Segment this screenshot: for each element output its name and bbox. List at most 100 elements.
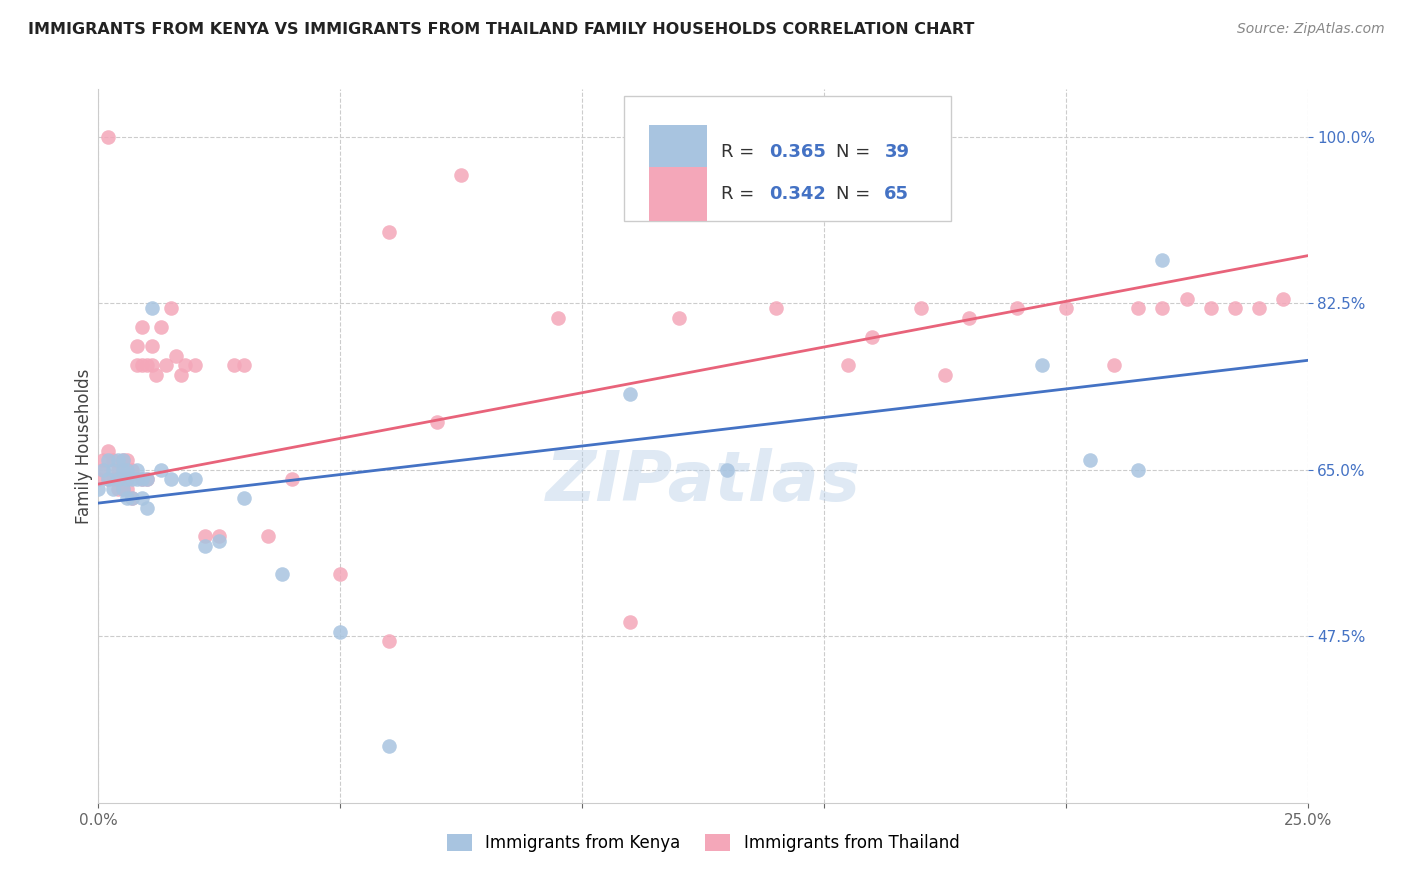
Point (184, 472, 207, 486)
Point (174, 358, 197, 372)
Point (91, 463, 114, 477)
Point (1249, 301, 1271, 315)
Point (111, 453, 134, 467)
Point (145, 368, 167, 382)
Point (194, 539, 217, 553)
Point (281, 472, 304, 486)
Point (155, 358, 177, 372)
Point (121, 491, 143, 506)
Point (107, 463, 129, 477)
Point (1031, 358, 1053, 372)
Point (97, 472, 120, 486)
Point (111, 482, 134, 496)
Text: ZIPatlas: ZIPatlas (546, 448, 860, 516)
Point (1223, 301, 1246, 315)
Text: R =: R = (721, 143, 761, 161)
Point (837, 358, 859, 372)
Text: 39: 39 (884, 143, 910, 161)
Point (121, 472, 143, 486)
Point (377, 739, 399, 753)
Point (910, 301, 932, 315)
Point (101, 463, 124, 477)
Point (1054, 301, 1077, 315)
Point (97, 443, 120, 458)
Point (377, 634, 399, 648)
Point (450, 168, 472, 182)
Point (117, 482, 139, 496)
Point (184, 358, 207, 372)
Point (160, 301, 183, 315)
Point (765, 301, 787, 315)
Point (619, 386, 641, 401)
Legend: Immigrants from Kenya, Immigrants from Thailand: Immigrants from Kenya, Immigrants from T… (440, 827, 966, 859)
Point (141, 301, 163, 315)
Point (1007, 301, 1029, 315)
Text: 0.342: 0.342 (769, 186, 827, 203)
FancyBboxPatch shape (624, 96, 950, 221)
Text: 65: 65 (884, 186, 910, 203)
Point (135, 358, 157, 372)
Point (329, 624, 352, 639)
Point (619, 615, 641, 629)
Point (329, 567, 352, 582)
Point (87, 482, 110, 496)
Text: N =: N = (837, 143, 876, 161)
Point (1152, 253, 1174, 268)
Point (1152, 301, 1174, 315)
Point (127, 463, 149, 477)
Point (1175, 292, 1198, 306)
Point (131, 491, 153, 506)
Text: N =: N = (837, 186, 876, 203)
Point (97, 453, 120, 467)
Point (232, 358, 254, 372)
Text: Source: ZipAtlas.com: Source: ZipAtlas.com (1237, 22, 1385, 37)
Point (1272, 292, 1295, 306)
Point (131, 320, 153, 334)
Text: IMMIGRANTS FROM KENYA VS IMMIGRANTS FROM THAILAND FAMILY HOUSEHOLDS CORRELATION : IMMIGRANTS FROM KENYA VS IMMIGRANTS FROM… (28, 22, 974, 37)
Point (150, 463, 173, 477)
Point (131, 472, 153, 486)
Point (91, 463, 114, 477)
Point (87, 472, 110, 486)
Point (668, 310, 690, 325)
Point (1128, 463, 1150, 477)
Text: 0.365: 0.365 (769, 143, 827, 161)
Point (150, 320, 173, 334)
Point (111, 472, 134, 486)
Point (117, 453, 139, 467)
Point (97, 472, 120, 486)
Point (208, 534, 231, 549)
Point (232, 491, 254, 506)
Point (111, 463, 134, 477)
Point (117, 472, 139, 486)
Point (101, 453, 124, 467)
Point (174, 472, 197, 486)
Point (194, 529, 217, 543)
Point (165, 349, 187, 363)
Point (135, 500, 157, 515)
Point (860, 329, 883, 343)
Point (121, 463, 143, 477)
Point (1128, 301, 1150, 315)
Point (101, 482, 124, 496)
Point (131, 358, 153, 372)
Point (131, 472, 153, 486)
Point (141, 358, 163, 372)
Point (107, 453, 129, 467)
Point (271, 567, 294, 582)
Point (127, 358, 149, 372)
Point (121, 491, 143, 506)
Text: R =: R = (721, 186, 761, 203)
Point (426, 415, 449, 429)
Point (111, 453, 134, 467)
Point (127, 339, 149, 353)
Point (547, 310, 569, 325)
FancyBboxPatch shape (648, 125, 707, 178)
Point (135, 472, 157, 486)
Point (117, 491, 139, 506)
Point (117, 472, 139, 486)
Point (107, 482, 129, 496)
Point (1078, 453, 1101, 467)
Point (169, 368, 191, 382)
Y-axis label: Family Households: Family Households (75, 368, 93, 524)
